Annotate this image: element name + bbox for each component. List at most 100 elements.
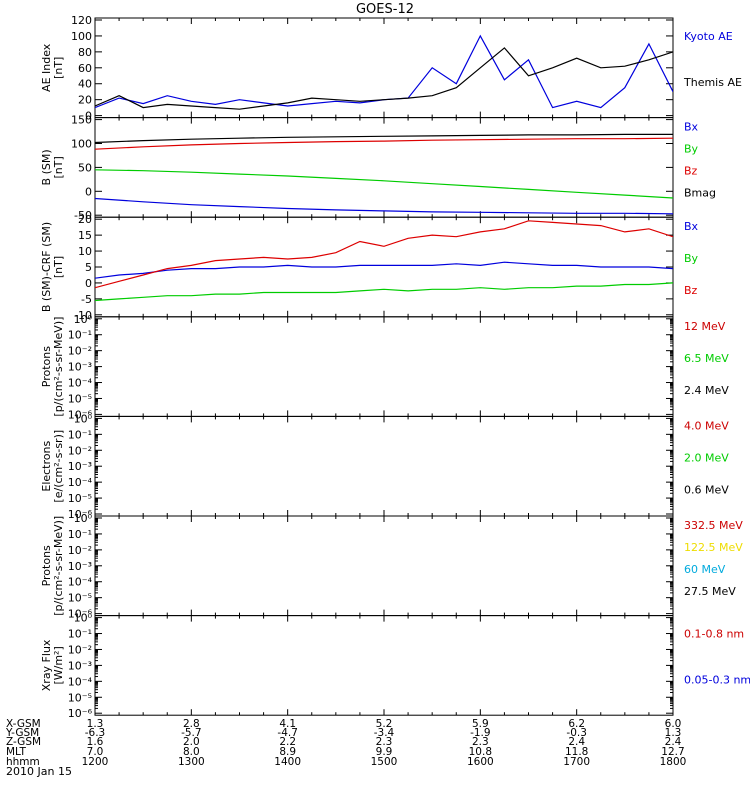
y-axis-label: B (SM)-CRF (SM) (40, 222, 53, 312)
y-tick-label: 10⁻⁶ (68, 608, 93, 621)
y-tick-label: 10⁻² (68, 544, 92, 557)
ephemeris-value: 9.9 (376, 746, 393, 758)
panel-frame (94, 515, 674, 617)
y-tick-label: 20 (78, 94, 92, 107)
y-axis-label: [p/(cm²-s-sr-MeV)] (52, 516, 65, 616)
y-tick-label: 10⁰ (74, 313, 93, 326)
ephemeris-value: 7.0 (87, 746, 104, 758)
panel-6: 10⁻⁶ 10⁻⁵ 10⁻⁴ 10⁻³ 10⁻² 10⁻¹ 10⁰ Protons [p/(cm… (40, 512, 743, 621)
panel-3: -10 -5 0 5 10 15 20 B (SM)-CRF (SM) [nT] Bx By Bz (40, 213, 699, 322)
y-tick-label: 120 (71, 14, 92, 27)
y-axis-label: [nT] (52, 156, 65, 178)
ephemeris-value: 6.0 (665, 718, 682, 730)
panel-7: 10⁻⁶ 10⁻⁵ 10⁻⁴ 10⁻³ 10⁻² 10⁻¹ 10⁰ Xray Flux [W/m… (40, 612, 750, 721)
legend-entry: 6.5 MeV (684, 352, 729, 365)
y-tick-label: 10⁻³ (68, 659, 92, 672)
y-tick-label: 10⁻¹ (68, 528, 92, 541)
y-tick-label: 10⁻¹ (68, 628, 92, 641)
ephemeris-value: -3.4 (374, 727, 395, 739)
panel-5: 10⁻⁶ 10⁻⁵ 10⁻⁴ 10⁻³ 10⁻² 10⁻¹ 10⁰ Electrons [e/(… (40, 412, 729, 521)
y-tick-label: 10⁻⁶ (68, 408, 93, 421)
ephemeris-value: 11.8 (565, 746, 588, 758)
legend-entry: 0.05-0.3 nm (684, 674, 750, 687)
y-tick-label: 50 (78, 161, 92, 174)
ephemeris-value: 1700 (563, 756, 590, 768)
y-tick-label: 0 (85, 110, 92, 123)
panel-frame (94, 316, 674, 417)
ephemeris-table: X-GSM 1.3 2.8 4.1 5.2 5.9 6.2 6.0 Y-GSM -6.3 -5.7 -… (5, 718, 686, 768)
legend-entry: 332.5 MeV (684, 519, 743, 532)
y-axis-label: AE Index (40, 43, 53, 92)
ephemeris-value: 2.0 (183, 736, 200, 748)
legend-entry: 0.1-0.8 nm (684, 628, 744, 641)
series-line (95, 261, 673, 279)
series-line (95, 137, 673, 150)
y-tick-label: 10⁻⁵ (68, 691, 92, 704)
legend-entry: Bz (684, 284, 698, 297)
y-tick-label: 10⁻² (68, 444, 92, 457)
y-axis-label: [p/(cm²-s-sr-MeV)] (52, 317, 65, 417)
y-tick-label: 10⁻⁴ (68, 377, 93, 390)
ephemeris-value: 2.2 (279, 736, 296, 748)
y-tick-label: 10⁻⁵ (68, 492, 92, 505)
y-axis-label: [W/m²] (52, 646, 65, 684)
series-line (95, 220, 673, 289)
ephemeris-value: 1800 (660, 756, 687, 768)
ephemeris-row-label: hhmm (6, 756, 40, 768)
ephemeris-value: -5.7 (181, 727, 202, 739)
ephemeris-value: 2.3 (376, 736, 393, 748)
y-tick-label: 10⁻⁵ (68, 592, 92, 605)
series-line (95, 282, 673, 302)
series-line (95, 47, 673, 110)
ephemeris-value: 1.3 (87, 718, 104, 730)
legend-entry: By (684, 143, 699, 156)
y-tick-label: 0 (85, 185, 92, 198)
ephemeris-value: 1300 (178, 756, 205, 768)
y-tick-label: 20 (78, 213, 92, 226)
ephemeris-value: 5.9 (472, 718, 489, 730)
date-label: 2010 Jan 15 (6, 765, 72, 778)
series-line (95, 197, 673, 215)
y-tick-label: 40 (78, 78, 92, 91)
panel-frame (94, 17, 674, 119)
ephemeris-value: 1600 (467, 756, 494, 768)
y-tick-label: 10⁻² (68, 345, 92, 358)
y-tick-label: 150 (71, 114, 92, 127)
series-line (95, 34, 673, 109)
y-tick-label: 10⁻⁴ (68, 476, 93, 489)
y-tick-label: 10⁻⁵ (68, 392, 92, 405)
legend-entry: 4.0 MeV (684, 419, 729, 432)
y-tick-label: 10⁻³ (68, 560, 92, 573)
y-tick-label: 5 (85, 261, 92, 274)
y-tick-label: 10⁰ (74, 512, 93, 525)
y-tick-label: -10 (74, 309, 92, 322)
y-tick-label: 10⁻⁶ (68, 707, 93, 720)
legend-entry: 0.6 MeV (684, 483, 729, 496)
legend-entry: 122.5 MeV (684, 541, 743, 554)
ephemeris-value: -4.7 (277, 727, 298, 739)
y-axis-label: [nT] (52, 256, 65, 278)
y-axis-label: [e/(cm²-s-sr)] (52, 430, 65, 503)
ephemeris-value: 1500 (371, 756, 398, 768)
y-tick-label: 10⁻¹ (68, 428, 92, 441)
ephemeris-value: -0.3 (566, 727, 587, 739)
panel-4: 10⁻⁶ 10⁻⁵ 10⁻⁴ 10⁻³ 10⁻² 10⁻¹ 10⁰ Protons [p/(cm… (40, 313, 729, 422)
ephemeris-value: -1.9 (470, 727, 491, 739)
y-tick-label: 10⁻³ (68, 361, 92, 374)
panel-frame (94, 615, 674, 716)
ephemeris-value: 2.4 (568, 736, 585, 748)
ephemeris-value: 1.3 (665, 727, 682, 739)
ephemeris-row-label: Y-GSM (5, 727, 39, 739)
y-tick-label: 10⁰ (74, 412, 93, 425)
y-axis-label: B (SM) (40, 149, 53, 185)
y-tick-label: 100 (71, 138, 92, 151)
series-line (95, 133, 673, 144)
ephemeris-value: 12.7 (661, 746, 684, 758)
y-tick-label: -5 (81, 293, 92, 306)
legend-entry: 60 MeV (684, 563, 726, 576)
y-tick-label: 100 (71, 30, 92, 43)
legend-entry: Themis AE (683, 76, 742, 89)
y-tick-label: 10⁻⁶ (68, 508, 93, 521)
figure-title: GOES-12 (356, 2, 414, 17)
